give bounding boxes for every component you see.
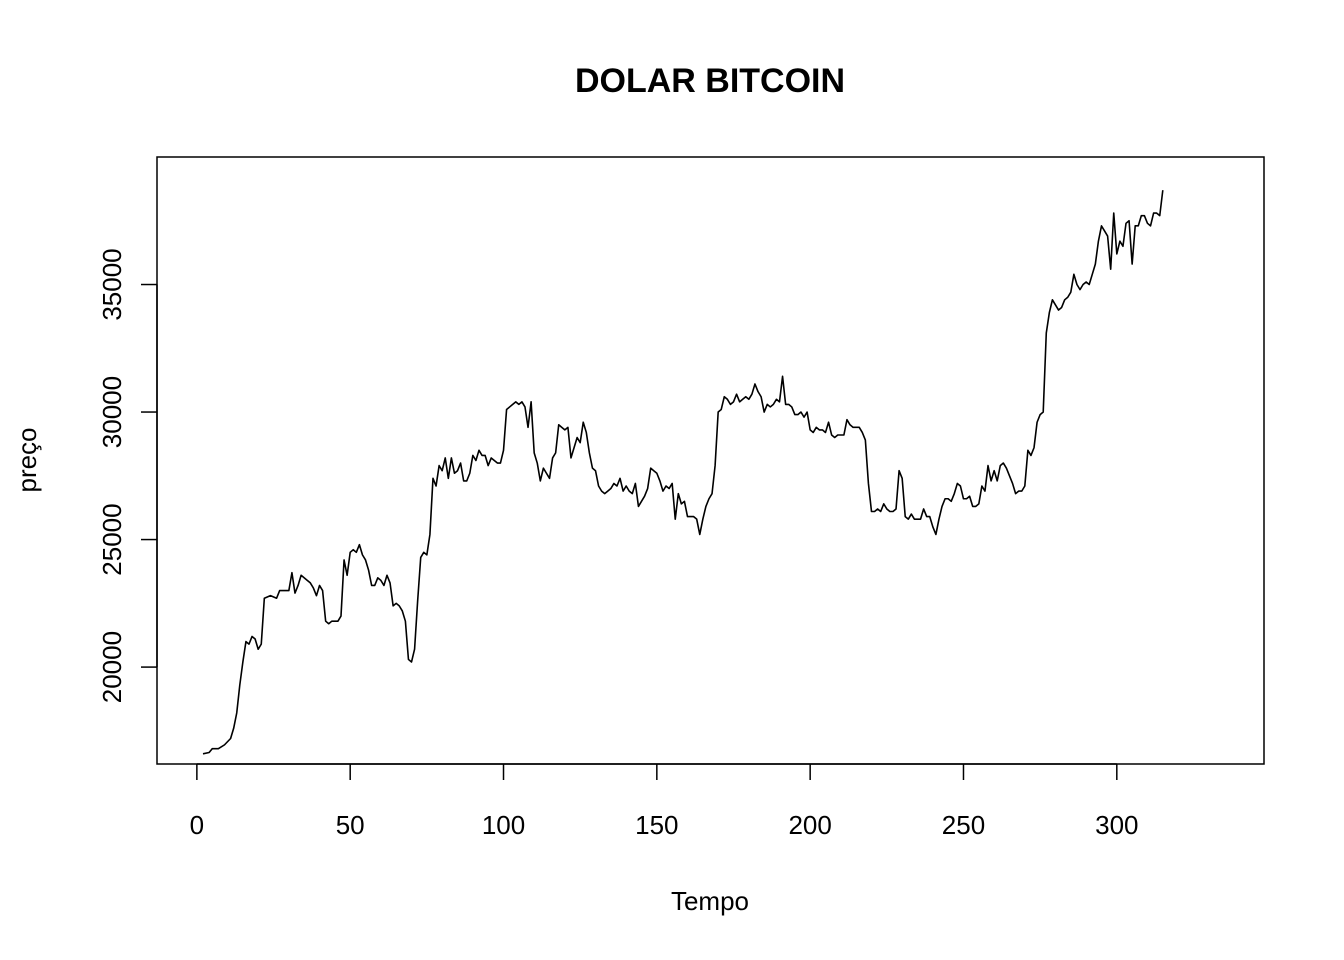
y-tick-label: 20000 bbox=[97, 631, 127, 703]
y-axis: 20000 25000 30000 35000 bbox=[97, 248, 158, 703]
y-tick-label: 30000 bbox=[97, 376, 127, 448]
y-tick-label: 35000 bbox=[97, 248, 127, 320]
series-line bbox=[202, 190, 1164, 755]
x-tick-label: 0 bbox=[190, 810, 204, 840]
x-tick-label: 300 bbox=[1095, 810, 1138, 840]
x-axis-label: Tempo bbox=[671, 886, 749, 916]
x-tick-label: 200 bbox=[788, 810, 831, 840]
y-axis-label: preço bbox=[12, 427, 42, 492]
series-layer bbox=[202, 190, 1164, 755]
x-tick-label: 150 bbox=[635, 810, 678, 840]
y-tick-label: 25000 bbox=[97, 503, 127, 575]
x-tick-label: 50 bbox=[336, 810, 365, 840]
x-tick-label: 100 bbox=[482, 810, 525, 840]
chart-title: DOLAR BITCOIN bbox=[575, 62, 845, 100]
x-axis: 0 50 100 150 200 250 300 bbox=[190, 763, 1139, 840]
x-tick-label: 250 bbox=[942, 810, 985, 840]
